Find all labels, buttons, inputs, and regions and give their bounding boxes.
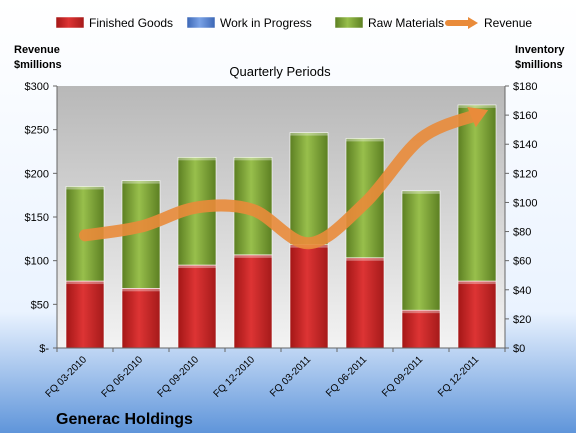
legend-arrow-revenue [468,17,478,29]
axes: $- $50 $100 $150 $200 $250 $300 $0 $20 $40 $60 $80 $… [25,81,538,355]
bar-raw-materials-fq-09-2011 [401,190,441,311]
bar-finished-goods-fq-12-2011 [457,280,497,349]
right-axis-tick-label: $20 [513,314,531,326]
left-axis-tick-label: $300 [25,81,49,93]
right-axis-tick-label: $60 [513,256,531,268]
bar-cap-raw-materials-fq-06-2011 [346,138,384,142]
bar-cap-finished-goods-fq-12-2011 [458,281,496,285]
right-axis-tick-label: $180 [513,81,537,93]
bar-finished-goods-fq-03-2010 [65,280,105,349]
legend: Finished Goods Work in Progress Raw Materi… [55,16,532,30]
right-axis-tick-label: $40 [513,285,531,297]
left-axis-tick-label: $- [39,343,49,355]
bar-cap-raw-materials-fq-03-2010 [66,186,104,190]
bar-finished-goods-fq-06-2011 [345,257,385,349]
right-axis-tick-label: $100 [513,197,537,209]
bar-raw-materials-fq-03-2011 [289,132,329,245]
legend-label-raw-materials: Raw Materials [368,16,444,30]
right-axis-title-line-2: $millions [515,59,563,71]
left-axis-title: Revenue $millions [14,44,62,71]
left-axis-tick-label: $100 [25,256,49,268]
bar-cap-raw-materials-fq-03-2011 [290,132,328,136]
bar-cap-raw-materials-fq-06-2010 [122,180,160,184]
right-axis-title: Inventory $millions [515,44,565,71]
bar-cap-raw-materials-fq-12-2010 [234,157,272,161]
legend-swatch-work-in-progress [186,16,216,29]
left-axis-tick-label: $200 [25,168,49,180]
left-axis-tick-label: $50 [31,299,49,311]
legend-label-work-in-progress: Work in Progress [220,16,312,30]
revenue-line-group [79,107,489,250]
left-axis-title-line-1: Revenue [14,44,60,56]
legend-swatch-raw-materials [334,16,364,29]
right-axis-tick-label: $120 [513,168,537,180]
bar-cap-finished-goods-fq-06-2010 [122,288,160,292]
bar-cap-raw-materials-fq-12-2011 [458,104,496,108]
right-axis-title-line-1: Inventory [515,44,565,56]
bar-finished-goods-fq-06-2010 [121,288,161,349]
right-axis-tick-label: $140 [513,139,537,151]
revenue-arrowhead [467,107,489,128]
bar-cap-finished-goods-fq-03-2010 [66,281,104,285]
right-axis-tick-label: $80 [513,227,531,239]
left-axis-tick-label: $150 [25,212,49,224]
left-axis-title-line-2: $millions [14,59,62,71]
bar-cap-finished-goods-fq-06-2011 [346,257,384,261]
right-axis-tick-label: $0 [513,343,525,355]
legend-swatch-finished-goods [55,16,85,29]
bar-cap-raw-materials-fq-09-2010 [178,157,216,161]
bar-finished-goods-fq-09-2011 [401,309,441,349]
bar-finished-goods-fq-03-2011 [289,244,329,349]
revenue-line [79,108,483,250]
bar-raw-materials-fq-12-2011 [457,104,497,282]
bar-finished-goods-fq-09-2010 [177,264,217,349]
bar-cap-finished-goods-fq-09-2010 [178,265,216,269]
bar-cap-finished-goods-fq-09-2011 [402,310,440,314]
legend-label-finished-goods: Finished Goods [89,16,173,30]
bar-cap-raw-materials-fq-09-2011 [402,190,440,194]
bar-finished-goods-fq-12-2010 [233,254,273,349]
legend-label-revenue: Revenue [484,16,532,30]
left-axis-tick-label: $250 [25,125,49,137]
chart-subtitle: Quarterly Periods [229,64,331,79]
chart-footer-title: Generac Holdings [56,411,193,428]
bar-cap-finished-goods-fq-12-2010 [234,254,272,258]
right-axis-tick-label: $160 [513,110,537,122]
